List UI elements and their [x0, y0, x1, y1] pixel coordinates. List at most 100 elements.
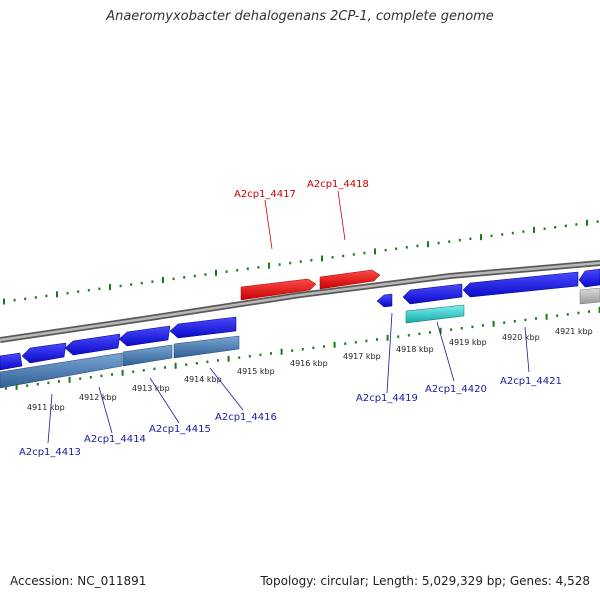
minor-tick — [24, 297, 27, 301]
minor-tick — [448, 240, 451, 243]
minor-tick — [503, 321, 506, 324]
genome-backbone — [0, 260, 600, 343]
major-tick — [162, 277, 164, 283]
accession-text: Accession: NC_011891 — [10, 574, 147, 588]
kbp-label: 4911 kbp — [27, 403, 65, 412]
cds-block-1[interactable] — [0, 352, 123, 389]
minor-tick — [535, 317, 537, 320]
reverse-cds-track — [0, 287, 600, 389]
minor-tick — [289, 261, 292, 265]
minor-tick — [98, 287, 101, 291]
gene-label-A2cp1_4419[interactable]: A2cp1_4419 — [356, 393, 418, 404]
minor-tick — [365, 339, 368, 343]
major-tick — [109, 284, 111, 291]
gene-A2cp1_4413[interactable] — [0, 352, 23, 371]
minor-tick — [511, 231, 514, 235]
gene-label-A2cp1_4415[interactable]: A2cp1_4415 — [149, 424, 211, 435]
minor-tick — [164, 366, 166, 369]
kbp-label: 4919 kbp — [449, 338, 487, 347]
gene-A2cp1_4414[interactable] — [21, 342, 67, 364]
major-tick — [545, 313, 548, 320]
major-tick — [56, 291, 58, 298]
gene-next[interactable] — [578, 268, 600, 288]
major-tick — [480, 234, 482, 241]
gene-label-A2cp1_4417[interactable]: A2cp1_4417 — [234, 189, 296, 200]
minor-tick — [418, 332, 421, 336]
major-tick — [333, 341, 336, 348]
minor-tick — [312, 346, 315, 350]
minor-tick — [588, 310, 590, 313]
minor-tick — [193, 274, 196, 278]
kbp-label: 4914 kbp — [184, 375, 222, 384]
major-tick — [121, 369, 124, 376]
major-tick — [280, 348, 283, 355]
kbp-label: 4912 kbp — [79, 393, 117, 402]
minor-tick — [323, 345, 325, 348]
minor-tick — [217, 359, 219, 362]
kbp-label: 4920 kbp — [502, 333, 540, 342]
minor-tick — [13, 299, 16, 302]
minor-tick — [77, 290, 80, 293]
major-tick — [68, 376, 71, 383]
minor-tick — [407, 334, 410, 337]
minor-tick — [596, 220, 599, 223]
minor-tick — [522, 230, 525, 233]
minor-tick — [278, 263, 281, 266]
genome-summary-text: Topology: circular; Length: 5,029,329 bp… — [260, 574, 590, 588]
minor-tick — [501, 233, 504, 236]
gene-label-A2cp1_4414[interactable]: A2cp1_4414 — [84, 434, 146, 445]
minor-tick — [259, 353, 262, 357]
forward-strand-genes — [240, 269, 381, 301]
minor-tick — [352, 253, 355, 256]
cds-block-2[interactable] — [122, 344, 173, 367]
gene-A2cp1_4420[interactable] — [402, 283, 463, 305]
minor-tick — [58, 380, 60, 383]
minor-tick — [238, 356, 241, 359]
kbp-label: 4916 kbp — [290, 359, 328, 368]
minor-tick — [140, 281, 143, 285]
minor-tick — [395, 247, 398, 250]
minor-tick — [575, 223, 578, 226]
gene-A2cp1_4419[interactable] — [376, 293, 393, 308]
gene-A2cp1_4415[interactable] — [64, 333, 121, 356]
minor-tick — [257, 266, 260, 269]
kbp-label: 4915 kbp — [237, 367, 275, 376]
minor-tick — [225, 270, 228, 273]
gene-label-A2cp1_4413[interactable]: A2cp1_4413 — [19, 447, 81, 458]
minor-tick — [354, 341, 357, 344]
gene-label-A2cp1_4421[interactable]: A2cp1_4421 — [500, 376, 562, 387]
gene-label-A2cp1_4416[interactable]: A2cp1_4416 — [215, 412, 277, 423]
minor-tick — [130, 283, 133, 286]
minor-tick — [26, 384, 29, 387]
minor-tick — [554, 226, 557, 229]
minor-tick — [132, 370, 135, 373]
minor-tick — [36, 383, 39, 386]
gene-label-A2cp1_4420[interactable]: A2cp1_4420 — [425, 384, 487, 395]
gene-A2cp1_4418[interactable] — [319, 269, 381, 290]
minor-tick — [270, 352, 272, 355]
gene-A2cp1_4421[interactable] — [462, 271, 579, 298]
gene-A2cp1_4416b[interactable] — [169, 316, 237, 339]
reverse-ruler-ticks — [5, 306, 600, 390]
minor-tick — [458, 238, 461, 242]
cds-grey[interactable] — [579, 287, 600, 305]
cds-highlight[interactable] — [405, 304, 465, 324]
minor-tick — [405, 246, 408, 249]
minor-tick — [450, 328, 453, 331]
minor-tick — [376, 338, 378, 341]
minor-tick — [363, 251, 366, 255]
gene-A2cp1_4416a[interactable] — [118, 325, 171, 347]
minor-tick — [34, 296, 37, 299]
minor-tick — [556, 314, 559, 317]
gene-A2cp1_4417[interactable] — [240, 278, 317, 301]
minor-tick — [397, 335, 400, 338]
cds-block-3[interactable] — [173, 335, 240, 359]
minor-tick — [490, 234, 493, 238]
reverse-gene-labels: A2cp1_4413 A2cp1_4414 A2cp1_4415 A2cp1_4… — [19, 312, 562, 458]
major-tick — [268, 262, 270, 269]
minor-tick — [513, 320, 516, 323]
gene-label-A2cp1_4418[interactable]: A2cp1_4418 — [307, 179, 369, 190]
major-tick — [174, 362, 177, 369]
kbp-label: 4913 kbp — [132, 384, 170, 393]
